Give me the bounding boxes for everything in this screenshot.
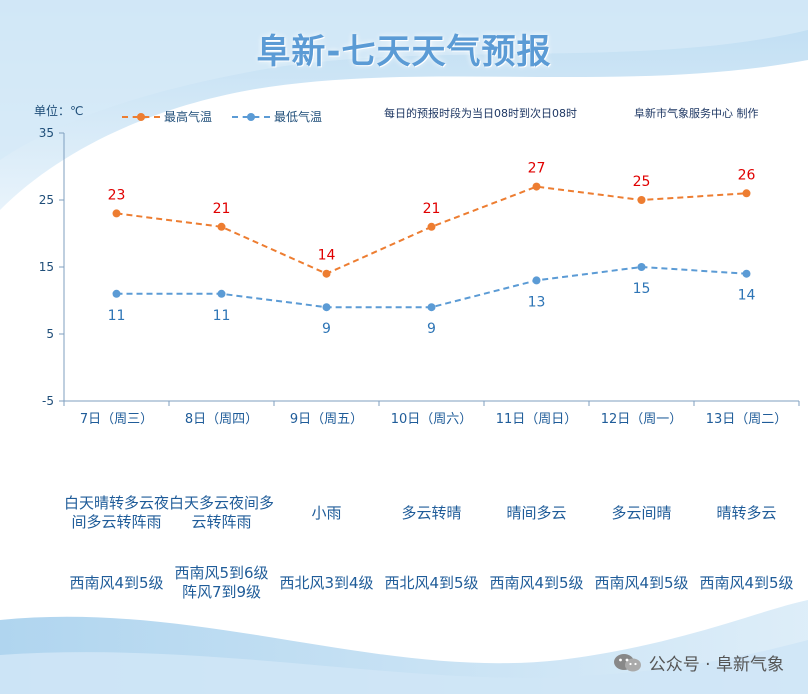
low-temp-point [322,303,331,312]
low-temp-label: 11 [213,308,231,324]
low-temp-label: 13 [528,294,546,310]
y-tick-label: 25 [39,193,54,207]
x-tick-label: 9日（周五） [290,412,363,427]
high-temp-label: 26 [738,167,756,183]
wind-cell: 西南风4到5级 [594,573,689,592]
legend-high-swatch [122,111,160,123]
wind-cell: 西南风4到5级 [699,573,794,592]
watermark-text: 公众号 · 阜新气象 [648,655,784,675]
high-temp-point [112,209,121,218]
high-temp-point [322,269,331,278]
low-temp-label: 9 [427,321,436,337]
wind-cell: 西南风5到6级阵风7到9级 [174,564,269,601]
high-temp-label: 14 [318,248,336,264]
low-temp-line [116,265,747,309]
low-temp-point [217,289,226,298]
legend-item-low: 最低气温 [232,108,322,125]
high-temp-label: 21 [423,201,441,217]
wechat-icon [613,653,643,673]
weather-cell: 小雨 [311,503,342,522]
page-title: 阜新-七天天气预报 [256,32,552,72]
high-temp-point [637,196,646,204]
y-tick-label: -5 [42,394,54,408]
weather-cell: 晴间多云 [506,503,567,522]
high-temp-point [532,182,541,191]
weather-row: 白天晴转多云夜间多云转阵雨 白天多云夜间多云转阵雨 小雨 多云转晴 晴间多云 多… [64,484,799,542]
weather-cell: 白天晴转多云夜间多云转阵雨 [64,494,170,531]
weather-cell: 白天多云夜间多云转阵雨 [169,494,275,531]
high-temp-point [427,222,436,231]
forecast-note: 每日的预报时段为当日08时到次日08时 [384,107,577,120]
low-temp-label: 15 [633,281,651,297]
low-temp-label: 9 [322,321,331,337]
weather-cell: 晴转多云 [716,503,777,522]
x-tick-label: 10日（周六） [391,412,473,427]
y-tick-label: 5 [46,327,54,341]
wind-cell: 西南风4到5级 [489,573,584,592]
publisher: 阜新市气象服务中心 制作 [634,107,759,120]
low-temp-label: 11 [108,308,126,324]
wind-cell: 西北风3到4级 [279,573,374,592]
y-tick-label: 15 [39,260,54,274]
low-temp-label: 14 [738,288,756,304]
watermark: 公众号 · 阜新气象 [613,650,784,675]
low-temp-point [637,263,646,271]
high-temp-label: 27 [528,161,546,177]
x-tick-label: 8日（周四） [185,412,258,427]
legend-high-label: 最高气温 [164,110,213,124]
high-temp-label: 25 [633,174,651,190]
unit-label: 单位：℃ [34,104,84,118]
low-temp-point [427,303,436,312]
wind-row: 西南风4到5级 西南风5到6级阵风7到9级 西北风3到4级 西北风4到5级 西南… [64,563,799,603]
x-tick-label: 11日（周日） [496,412,578,427]
low-temp-point [742,269,751,278]
high-temp-label: 21 [213,201,231,217]
low-temp-point [112,289,121,298]
weather-cell: 多云间晴 [611,503,672,522]
wind-cell: 西北风4到5级 [384,573,479,592]
high-temp-point [217,222,226,231]
legend-item-high: 最高气温 [122,108,212,125]
legend-low-swatch [232,111,270,123]
low-temp-point [532,276,541,285]
wind-cell: 西南风4到5级 [69,573,164,592]
y-tick-label: 35 [39,126,54,140]
x-tick-label: 13日（周二） [706,412,788,427]
high-temp-point [742,189,751,198]
legend-low-label: 最低气温 [274,110,323,124]
x-tick-label: 12日（周一） [601,412,683,427]
high-temp-label: 23 [108,187,126,203]
weather-cell: 多云转晴 [401,503,462,522]
x-tick-label: 7日（周三） [80,412,153,427]
